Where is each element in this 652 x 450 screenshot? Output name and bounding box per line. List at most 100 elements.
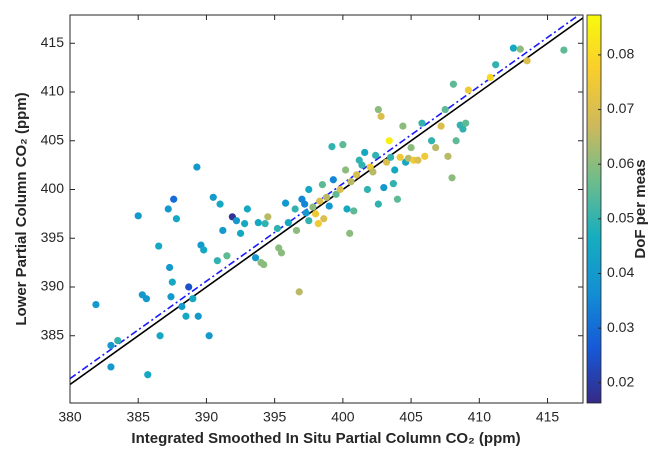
point bbox=[213, 257, 221, 265]
point bbox=[205, 332, 213, 340]
point bbox=[284, 219, 292, 227]
point bbox=[329, 176, 337, 184]
y-tick-label: 395 bbox=[41, 229, 65, 245]
x-tick-label: 395 bbox=[263, 409, 287, 425]
point bbox=[194, 312, 202, 320]
point bbox=[448, 174, 456, 182]
y-tick-label: 410 bbox=[41, 83, 65, 99]
point bbox=[261, 220, 269, 228]
point bbox=[302, 209, 310, 217]
point bbox=[168, 278, 176, 286]
point bbox=[509, 44, 518, 52]
point bbox=[343, 205, 351, 213]
point bbox=[462, 119, 470, 127]
point bbox=[236, 229, 245, 237]
x-tick-label: 390 bbox=[195, 409, 219, 425]
point bbox=[260, 260, 268, 269]
point bbox=[492, 61, 500, 69]
point bbox=[232, 217, 241, 225]
point bbox=[399, 122, 407, 130]
point bbox=[369, 168, 377, 176]
point bbox=[325, 202, 333, 210]
point bbox=[560, 46, 568, 54]
point bbox=[241, 220, 249, 228]
point bbox=[301, 200, 309, 208]
point bbox=[391, 166, 399, 174]
point bbox=[320, 215, 328, 223]
x-tick-label: 385 bbox=[127, 409, 151, 425]
point bbox=[318, 181, 327, 189]
point bbox=[387, 153, 395, 161]
point bbox=[339, 141, 347, 149]
point bbox=[380, 183, 388, 192]
point bbox=[281, 199, 290, 207]
x-tick-label: 400 bbox=[331, 409, 355, 425]
colorbar-tick-label: 0.07 bbox=[607, 100, 634, 116]
point bbox=[189, 295, 197, 303]
point bbox=[432, 143, 440, 152]
point bbox=[155, 242, 163, 250]
point bbox=[309, 203, 317, 211]
y-tick-label: 385 bbox=[41, 326, 65, 342]
colorbar-tick-label: 0.06 bbox=[607, 155, 634, 171]
point bbox=[167, 293, 175, 301]
point bbox=[346, 229, 354, 237]
point bbox=[372, 151, 380, 159]
colorbar-tick-label: 0.02 bbox=[607, 373, 634, 389]
point bbox=[414, 156, 422, 164]
point bbox=[464, 86, 472, 94]
colorbar-tick-label: 0.05 bbox=[607, 210, 634, 226]
point bbox=[374, 200, 382, 208]
point bbox=[404, 154, 412, 162]
point bbox=[523, 57, 531, 65]
point bbox=[332, 190, 340, 198]
point bbox=[486, 73, 494, 81]
point bbox=[437, 122, 445, 130]
point bbox=[251, 254, 260, 262]
point bbox=[314, 220, 322, 228]
point bbox=[107, 341, 115, 350]
point bbox=[407, 143, 415, 152]
point bbox=[291, 205, 299, 213]
point bbox=[444, 152, 452, 160]
x-tick-label: 410 bbox=[468, 409, 492, 425]
colorbar-tick-label: 0.03 bbox=[607, 319, 634, 335]
x-tick-label: 380 bbox=[58, 409, 82, 425]
reference-line bbox=[70, 17, 583, 386]
point bbox=[178, 302, 186, 311]
y-tick-label: 405 bbox=[41, 131, 65, 147]
point bbox=[144, 371, 152, 379]
point bbox=[264, 213, 272, 221]
point bbox=[216, 200, 224, 208]
x-axis-label: Integrated Smoothed In Situ Partial Colu… bbox=[131, 430, 520, 447]
point bbox=[347, 178, 355, 186]
point bbox=[142, 295, 151, 303]
point bbox=[452, 137, 460, 145]
point bbox=[114, 337, 122, 345]
point bbox=[92, 300, 100, 309]
colorbar-label: DoF per meas bbox=[632, 159, 649, 258]
point bbox=[396, 153, 404, 161]
point bbox=[305, 217, 313, 225]
point bbox=[385, 137, 393, 145]
point bbox=[374, 105, 382, 114]
point bbox=[182, 312, 190, 320]
point bbox=[170, 195, 178, 203]
point bbox=[134, 212, 142, 220]
point bbox=[382, 158, 391, 166]
point bbox=[305, 185, 313, 194]
point bbox=[421, 152, 429, 160]
point bbox=[107, 363, 115, 371]
y-tick-label: 400 bbox=[41, 180, 65, 196]
point bbox=[350, 207, 358, 215]
point bbox=[363, 185, 372, 194]
point bbox=[342, 166, 350, 174]
point bbox=[441, 105, 449, 114]
point bbox=[219, 226, 227, 235]
point bbox=[172, 215, 181, 223]
point bbox=[165, 263, 174, 272]
colorbar-tick-label: 0.04 bbox=[607, 264, 634, 280]
point bbox=[358, 161, 366, 169]
point bbox=[292, 226, 301, 235]
